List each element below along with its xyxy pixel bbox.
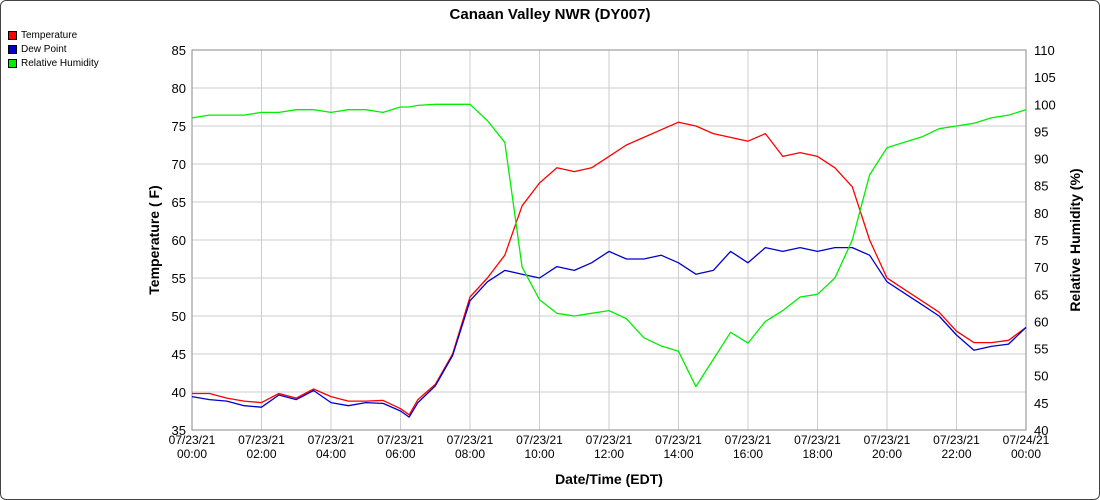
- x-tick-time: 04:00: [316, 447, 346, 461]
- right-tick-label: 55: [1034, 342, 1048, 357]
- x-tick-date: 07/23/21: [725, 433, 772, 447]
- left-tick-label: 35: [172, 423, 186, 438]
- series-line-relative-humidity: [191, 103, 1027, 388]
- x-tick-date: 07/24/21: [1003, 433, 1050, 447]
- right-tick-label: 40: [1034, 423, 1048, 438]
- legend-item-relative-humidity: Relative Humidity: [8, 56, 99, 70]
- legend-swatch-relative-humidity: [8, 58, 17, 68]
- left-tick-label: 65: [172, 195, 186, 210]
- x-tick-date: 07/23/21: [377, 433, 424, 447]
- left-tick-label: 50: [172, 309, 186, 324]
- x-tick-date: 07/23/21: [238, 433, 285, 447]
- x-tick-date: 07/23/21: [169, 433, 216, 447]
- x-tick-time: 00:00: [1011, 447, 1041, 461]
- x-tick-date: 07/23/21: [794, 433, 841, 447]
- right-tick-label: 45: [1034, 396, 1048, 411]
- left-axis-label: Temperature ( F): [146, 185, 162, 294]
- right-tick-label: 75: [1034, 233, 1048, 248]
- legend-swatch-dew-point: [8, 44, 17, 54]
- right-tick-label: 65: [1034, 287, 1048, 302]
- x-tick-time: 10:00: [524, 447, 554, 461]
- right-tick-label: 85: [1034, 179, 1048, 194]
- left-tick-label: 80: [172, 81, 186, 96]
- right-tick-label: 110: [1034, 43, 1055, 58]
- x-tick-time: 06:00: [385, 447, 415, 461]
- legend-label-temperature: Temperature: [21, 29, 78, 41]
- right-tick-label: 80: [1034, 206, 1048, 221]
- left-axis-ticks: 35 40 45 50 55 60 65 70 75 80 85: [172, 43, 186, 438]
- right-tick-label: 95: [1034, 124, 1048, 139]
- legend-label-dew-point: Dew Point: [21, 43, 67, 55]
- x-tick-date: 07/23/21: [447, 433, 494, 447]
- chart-title: Canaan Valley NWR (DY007): [450, 6, 651, 23]
- legend-label-relative-humidity: Relative Humidity: [21, 57, 99, 69]
- right-tick-label: 60: [1034, 314, 1048, 329]
- x-tick-time: 14:00: [663, 447, 693, 461]
- right-tick-label: 105: [1034, 70, 1056, 85]
- right-tick-label: 100: [1034, 97, 1056, 112]
- legend-item-temperature: Temperature: [8, 28, 99, 42]
- x-tick-time: 16:00: [733, 447, 763, 461]
- left-tick-label: 70: [172, 157, 186, 172]
- right-axis-ticks: 40 45 50 55 60 65 70 75 80 85 90 95 100 105 110: [1034, 43, 1056, 438]
- left-tick-label: 60: [172, 233, 186, 248]
- left-tick-label: 85: [172, 43, 186, 58]
- x-tick-time: 02:00: [246, 447, 276, 461]
- x-tick-date: 07/23/21: [933, 433, 980, 447]
- x-axis-ticks: 07/23/2100:0007/23/2102:0007/23/2104:000…: [169, 433, 1050, 461]
- right-tick-label: 70: [1034, 260, 1048, 275]
- left-tick-label: 45: [172, 347, 186, 362]
- plot-area-border: [191, 49, 1027, 431]
- left-tick-label: 55: [172, 271, 186, 286]
- left-tick-label: 75: [172, 119, 186, 134]
- x-tick-date: 07/23/21: [308, 433, 355, 447]
- legend-item-dew-point: Dew Point: [8, 42, 99, 56]
- x-tick-date: 07/23/21: [586, 433, 633, 447]
- legend: Temperature Dew Point Relative Humidity: [8, 28, 99, 70]
- series-line-temperature: [192, 121, 1027, 416]
- legend-swatch-temperature: [8, 30, 17, 40]
- left-tick-label: 40: [172, 385, 186, 400]
- x-tick-date: 07/23/21: [864, 433, 911, 447]
- right-axis-label: Relative Humidity (%): [1067, 168, 1083, 311]
- x-tick-date: 07/23/21: [516, 433, 563, 447]
- x-tick-time: 18:00: [802, 447, 832, 461]
- x-axis-label: Date/Time (EDT): [555, 471, 663, 487]
- x-tick-time: 20:00: [872, 447, 902, 461]
- x-tick-time: 08:00: [455, 447, 485, 461]
- right-tick-label: 90: [1034, 152, 1048, 167]
- x-tick-time: 00:00: [177, 447, 207, 461]
- series-line-dew-point: [191, 246, 1027, 418]
- grid-lines: [191, 49, 1027, 431]
- right-tick-label: 50: [1034, 369, 1048, 384]
- x-tick-time: 12:00: [594, 447, 624, 461]
- x-tick-date: 07/23/21: [655, 433, 702, 447]
- x-tick-time: 22:00: [941, 447, 971, 461]
- series-group: [191, 103, 1027, 418]
